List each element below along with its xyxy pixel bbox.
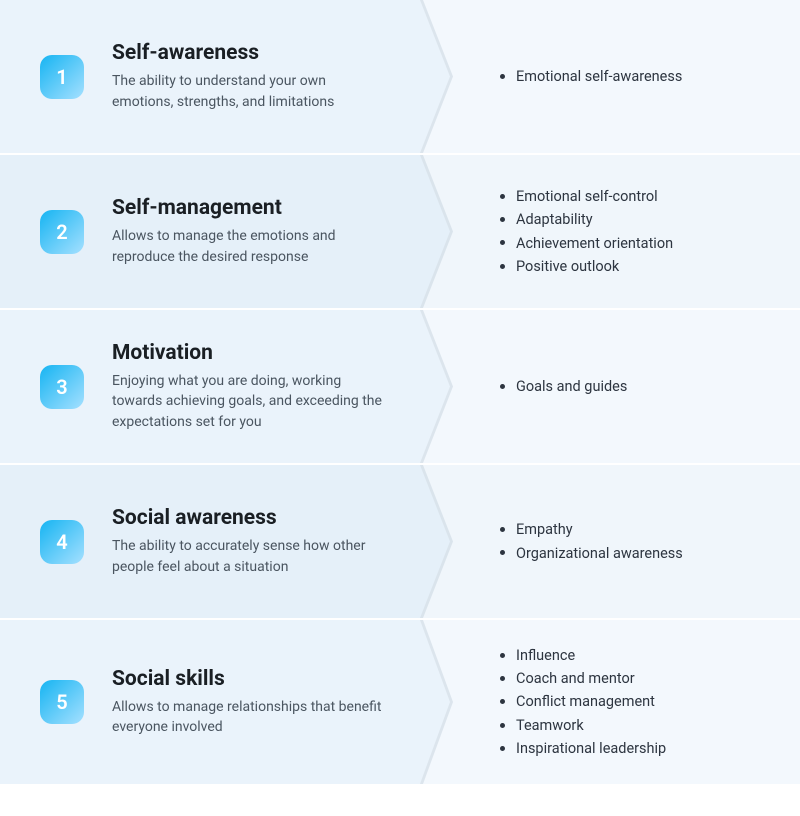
infographic: 1 Self-awareness The ability to understand…: [0, 0, 800, 786]
bullet-item: Adaptability: [500, 208, 673, 231]
row-title: Self-awareness: [112, 41, 382, 65]
row-description: Allows to manage the emotions and reprod…: [112, 226, 382, 267]
bullet-item: Emotional self-control: [500, 185, 673, 208]
bullet-list: InfluenceCoach and mentorConflict manage…: [500, 644, 666, 760]
row-left-panel: 2 Self-management Allows to manage the emo…: [0, 155, 420, 308]
number-badge: 1: [40, 55, 84, 99]
bullet-item: Conflict management: [500, 690, 666, 713]
row-left-panel: 3 Motivation Enjoying what you are doing, …: [0, 310, 420, 463]
number-badge: 5: [40, 680, 84, 724]
row-title: Social awareness: [112, 506, 382, 530]
row-right-panel: Emotional self-controlAdaptabilityAchiev…: [420, 155, 800, 308]
number-badge: 4: [40, 520, 84, 564]
row-title: Self-management: [112, 196, 382, 220]
infographic-row: 2 Self-management Allows to manage the emo…: [0, 155, 800, 310]
bullet-item: Goals and guides: [500, 375, 627, 398]
row-left-panel: 5 Social skills Allows to manage relations…: [0, 620, 420, 784]
bullet-item: Inspirational leadership: [500, 737, 666, 760]
bullet-item: Organizational awareness: [500, 542, 683, 565]
row-text-block: Self-awareness The ability to understand …: [112, 41, 382, 112]
row-right-panel: Emotional self-awareness: [420, 0, 800, 153]
row-description: The ability to understand your own emoti…: [112, 71, 382, 112]
number-badge: 2: [40, 210, 84, 254]
bullet-item: Achievement orientation: [500, 232, 673, 255]
row-description: Enjoying what you are doing, working tow…: [112, 371, 382, 432]
row-text-block: Motivation Enjoying what you are doing, w…: [112, 341, 382, 432]
infographic-row: 4 Social awareness The ability to accurate…: [0, 465, 800, 620]
number-badge: 3: [40, 365, 84, 409]
bullet-item: Teamwork: [500, 714, 666, 737]
bullet-item: Positive outlook: [500, 255, 673, 278]
infographic-row: 1 Self-awareness The ability to understand…: [0, 0, 800, 155]
row-description: The ability to accurately sense how othe…: [112, 536, 382, 577]
bullet-item: Emotional self-awareness: [500, 65, 682, 88]
row-description: Allows to manage relationships that bene…: [112, 697, 382, 738]
bullet-list: Goals and guides: [500, 375, 627, 398]
bullet-item: Empathy: [500, 518, 683, 541]
row-title: Motivation: [112, 341, 382, 365]
bullet-item: Coach and mentor: [500, 667, 666, 690]
row-text-block: Self-management Allows to manage the emot…: [112, 196, 382, 267]
row-title: Social skills: [112, 667, 382, 691]
row-right-panel: InfluenceCoach and mentorConflict manage…: [420, 620, 800, 784]
row-right-panel: Goals and guides: [420, 310, 800, 463]
bullet-item: Influence: [500, 644, 666, 667]
row-text-block: Social awareness The ability to accuratel…: [112, 506, 382, 577]
bullet-list: Emotional self-awareness: [500, 65, 682, 88]
infographic-row: 3 Motivation Enjoying what you are doing, …: [0, 310, 800, 465]
infographic-row: 5 Social skills Allows to manage relations…: [0, 620, 800, 786]
row-right-panel: EmpathyOrganizational awareness: [420, 465, 800, 618]
row-left-panel: 4 Social awareness The ability to accurate…: [0, 465, 420, 618]
bullet-list: Emotional self-controlAdaptabilityAchiev…: [500, 185, 673, 278]
row-text-block: Social skills Allows to manage relationsh…: [112, 667, 382, 738]
row-left-panel: 1 Self-awareness The ability to understand…: [0, 0, 420, 153]
bullet-list: EmpathyOrganizational awareness: [500, 518, 683, 564]
